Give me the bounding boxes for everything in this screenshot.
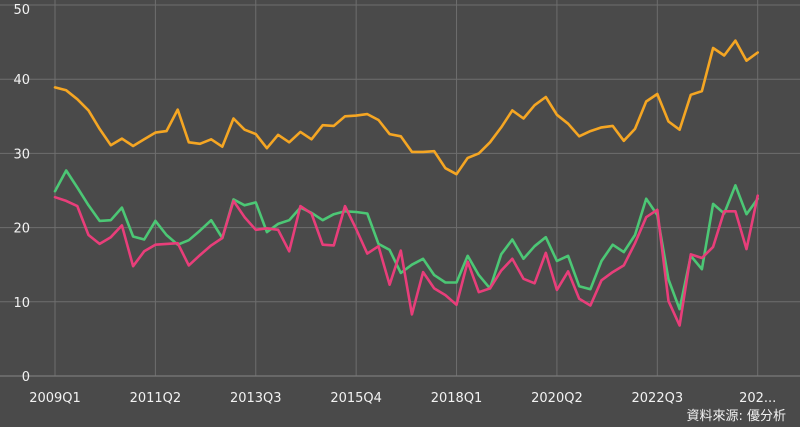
x-tick-label: 2022Q3	[632, 391, 684, 406]
source-note: 資料來源: 優分析	[686, 409, 786, 424]
series-line-2	[53, 169, 760, 311]
x-tick-label: 2018Q1	[431, 391, 483, 406]
y-tick-label: 20	[13, 222, 30, 237]
y-tick-label: 10	[13, 296, 30, 311]
series-line-1	[53, 39, 760, 176]
y-tick-label: 40	[13, 73, 30, 88]
x-tick-label: 2013Q3	[230, 391, 282, 406]
y-tick-label: 30	[13, 147, 30, 162]
x-tick-label: 202...	[739, 391, 776, 406]
x-tick-label: 2009Q1	[29, 391, 81, 406]
x-tick-label: 2015Q4	[330, 391, 382, 406]
y-tick-label: 0	[22, 370, 30, 385]
series-group	[53, 39, 760, 327]
x-tick-label: 2011Q2	[130, 391, 182, 406]
series-line-3	[53, 194, 760, 327]
grid	[0, 0, 800, 377]
y-tick-label: 50	[13, 3, 30, 18]
x-tick-label: 2020Q2	[531, 391, 583, 406]
tick-labels: 0 10 20 30 40 50 2009Q1 2011Q2 2013Q3 2015Q4 2018Q…	[13, 3, 776, 406]
